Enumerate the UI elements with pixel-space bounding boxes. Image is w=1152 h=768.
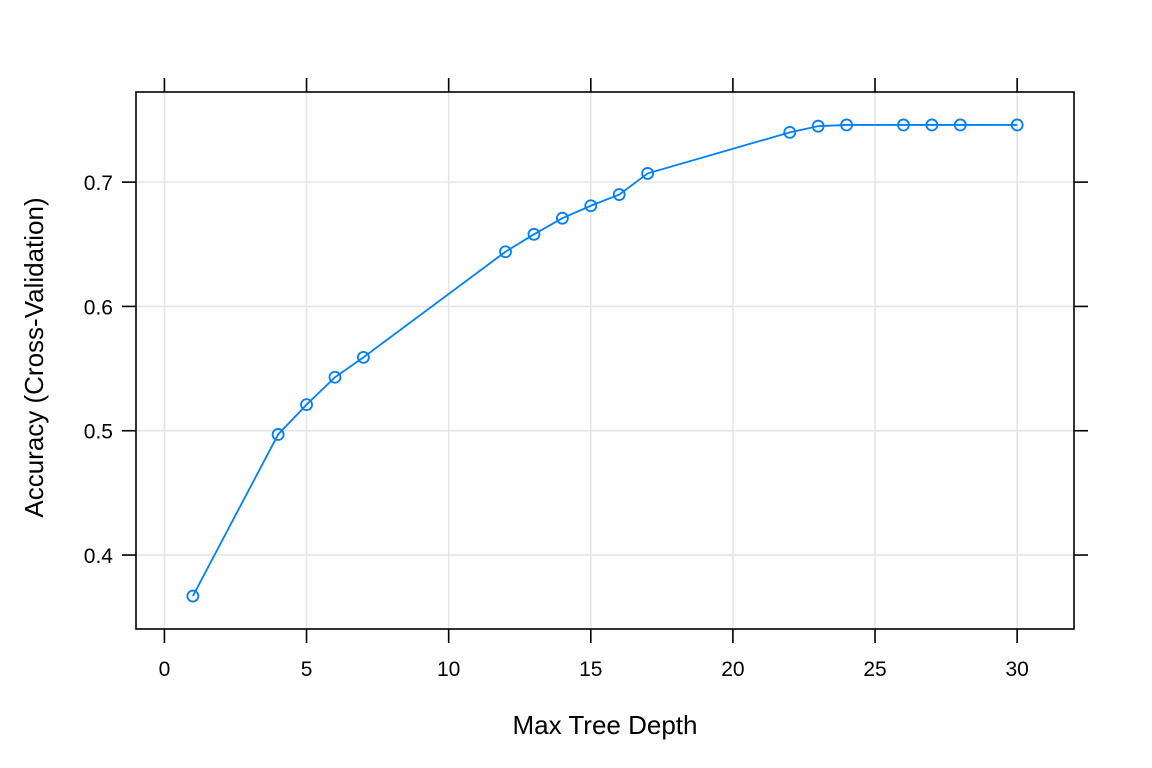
data-point <box>300 398 313 412</box>
plot-frame <box>135 91 1075 630</box>
data-point <box>186 589 200 603</box>
x-axis-title: Max Tree Depth <box>513 710 698 740</box>
axis-tick-labels: 0 5 10 15 20 25 30 0.4 0.5 0.6 0.7 <box>84 172 1029 681</box>
data-point <box>1010 118 1024 132</box>
data-point <box>271 428 285 441</box>
grid <box>136 92 1074 629</box>
data-point <box>584 199 598 213</box>
x-tick-label: 30 <box>1005 658 1028 681</box>
series-layer <box>186 118 1024 603</box>
x-tick-label: 20 <box>721 658 744 681</box>
y-tick-label: 0.7 <box>84 172 113 195</box>
data-point <box>925 118 939 132</box>
data-point <box>641 167 655 180</box>
data-point <box>811 119 825 133</box>
data-point <box>356 350 370 364</box>
data-point <box>555 211 569 225</box>
y-tick-label: 0.5 <box>84 421 113 444</box>
x-tick-label: 0 <box>159 658 171 681</box>
data-point <box>527 227 541 241</box>
data-point <box>897 118 910 132</box>
x-tick-label: 25 <box>863 658 886 681</box>
data-point <box>953 118 967 132</box>
data-point <box>612 188 626 201</box>
x-tick-label: 5 <box>301 658 313 681</box>
data-point <box>840 118 854 132</box>
data-point <box>499 245 512 259</box>
data-point <box>328 370 342 384</box>
y-tick-label: 0.4 <box>84 545 114 568</box>
data-point <box>783 125 797 139</box>
x-tick-label: 10 <box>437 658 460 681</box>
x-tick-label: 15 <box>579 658 602 681</box>
y-tick-label: 0.6 <box>84 296 113 319</box>
axis-ticks <box>122 78 1088 643</box>
y-axis-title: Accuracy (Cross-Validation) <box>19 197 49 517</box>
